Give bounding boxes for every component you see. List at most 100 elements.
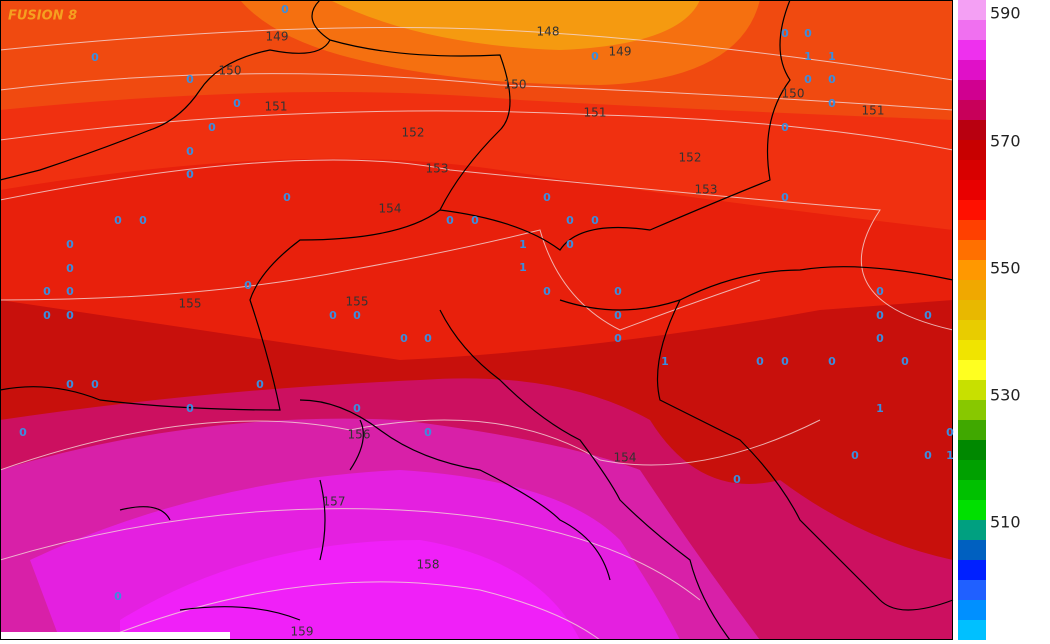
station-value: 0 (66, 378, 74, 391)
station-value: 0 (244, 279, 252, 292)
station-value: 0 (851, 449, 859, 462)
contour-label: 152 (402, 126, 425, 140)
legend-swatch (958, 500, 986, 521)
station-value: 0 (566, 238, 574, 251)
station-value: 1 (519, 238, 527, 251)
contour-label: 151 (584, 106, 607, 120)
legend-label: 570 (990, 132, 1021, 151)
station-value: 0 (256, 378, 264, 391)
station-value: 0 (733, 473, 741, 486)
contour-label: 153 (426, 162, 449, 176)
legend-swatch (958, 600, 986, 621)
contour-label: 150 (504, 78, 527, 92)
station-value: 0 (43, 285, 51, 298)
station-value: 0 (901, 355, 909, 368)
legend-swatch (958, 480, 986, 501)
station-value: 0 (876, 309, 884, 322)
station-value: 0 (543, 285, 551, 298)
contour-label: 150 (219, 64, 242, 78)
station-value: 0 (566, 214, 574, 227)
station-value: 0 (186, 168, 194, 181)
map: FUSION 8 (0, 0, 954, 641)
station-value: 0 (186, 73, 194, 86)
station-value: 0 (43, 309, 51, 322)
station-value: 0 (66, 285, 74, 298)
contour-label: 152 (679, 151, 702, 165)
contour-label: 153 (695, 183, 718, 197)
station-value: 0 (400, 332, 408, 345)
legend-swatch (958, 300, 986, 321)
station-value: 1 (519, 261, 527, 274)
contour-label: 154 (379, 202, 402, 216)
station-value: 0 (353, 402, 361, 415)
station-value: 0 (804, 73, 812, 86)
station-value: 1 (828, 50, 836, 63)
station-value: 0 (614, 332, 622, 345)
station-value: 0 (876, 285, 884, 298)
station-value: 0 (614, 285, 622, 298)
legend-swatch (958, 60, 986, 81)
contour-label: 149 (609, 45, 632, 59)
contour-label: 157 (323, 495, 346, 509)
station-value: 0 (828, 97, 836, 110)
contour-label: 148 (537, 25, 560, 39)
station-value: 0 (114, 214, 122, 227)
station-value: 1 (876, 402, 884, 415)
scale-box (0, 632, 230, 640)
station-value: 0 (19, 426, 27, 439)
station-value: 0 (591, 214, 599, 227)
station-value: 0 (781, 121, 789, 134)
contour-label: 155 (346, 295, 369, 309)
legend-swatch (958, 400, 986, 421)
legend-swatch (958, 40, 986, 61)
legend-swatch (958, 280, 986, 301)
station-value: 0 (208, 121, 216, 134)
legend-swatch (958, 340, 986, 361)
station-value: 0 (91, 51, 99, 64)
contour-label: 154 (614, 451, 637, 465)
station-value: 0 (186, 145, 194, 158)
legend-swatch (958, 140, 986, 161)
legend-swatch (958, 100, 986, 121)
legend-label: 510 (990, 513, 1021, 532)
legend-swatch (958, 380, 986, 401)
legend-swatch (958, 260, 986, 281)
contour-label: 151 (862, 104, 885, 118)
station-value: 0 (66, 262, 74, 275)
contour-label: 149 (266, 30, 289, 44)
station-value: 0 (114, 590, 122, 603)
contour-label: 155 (179, 297, 202, 311)
station-value: 0 (446, 214, 454, 227)
station-value: 1 (661, 355, 669, 368)
station-value: 1 (804, 50, 812, 63)
legend-swatch (958, 200, 986, 221)
station-value: 0 (614, 309, 622, 322)
legend-label: 590 (990, 4, 1021, 23)
legend-swatch (958, 160, 986, 181)
legend-swatch (958, 540, 986, 561)
station-value: 1 (946, 449, 954, 462)
station-value: 0 (804, 27, 812, 40)
station-value: 0 (781, 355, 789, 368)
legend-swatch (958, 620, 986, 641)
legend-label: 550 (990, 259, 1021, 278)
legend-swatch (958, 360, 986, 381)
station-value: 0 (91, 378, 99, 391)
station-value: 0 (543, 191, 551, 204)
station-value: 0 (756, 355, 764, 368)
color-legend: 590 570 550 530 510 (958, 0, 1021, 641)
station-value: 0 (424, 426, 432, 439)
contour-label: 150 (782, 87, 805, 101)
contour-label: 156 (348, 428, 371, 442)
legend-swatch (958, 580, 986, 601)
station-value: 0 (139, 214, 147, 227)
legend-swatch (958, 460, 986, 481)
station-value: 0 (233, 97, 241, 110)
contour-label: 151 (265, 100, 288, 114)
legend-swatch (958, 20, 986, 41)
legend-swatch (958, 320, 986, 341)
legend-swatch (958, 0, 986, 21)
station-value: 0 (591, 50, 599, 63)
contour-label: 158 (417, 558, 440, 572)
legend-swatch (958, 80, 986, 101)
